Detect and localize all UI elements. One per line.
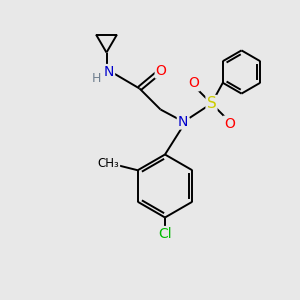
Text: O: O bbox=[224, 117, 235, 130]
Text: Cl: Cl bbox=[158, 227, 172, 241]
Text: H: H bbox=[92, 72, 102, 86]
Text: S: S bbox=[207, 96, 216, 111]
Text: N: N bbox=[178, 115, 188, 128]
Text: O: O bbox=[156, 64, 167, 77]
Text: N: N bbox=[104, 65, 114, 79]
Text: O: O bbox=[188, 76, 199, 90]
Text: CH₃: CH₃ bbox=[98, 157, 119, 170]
